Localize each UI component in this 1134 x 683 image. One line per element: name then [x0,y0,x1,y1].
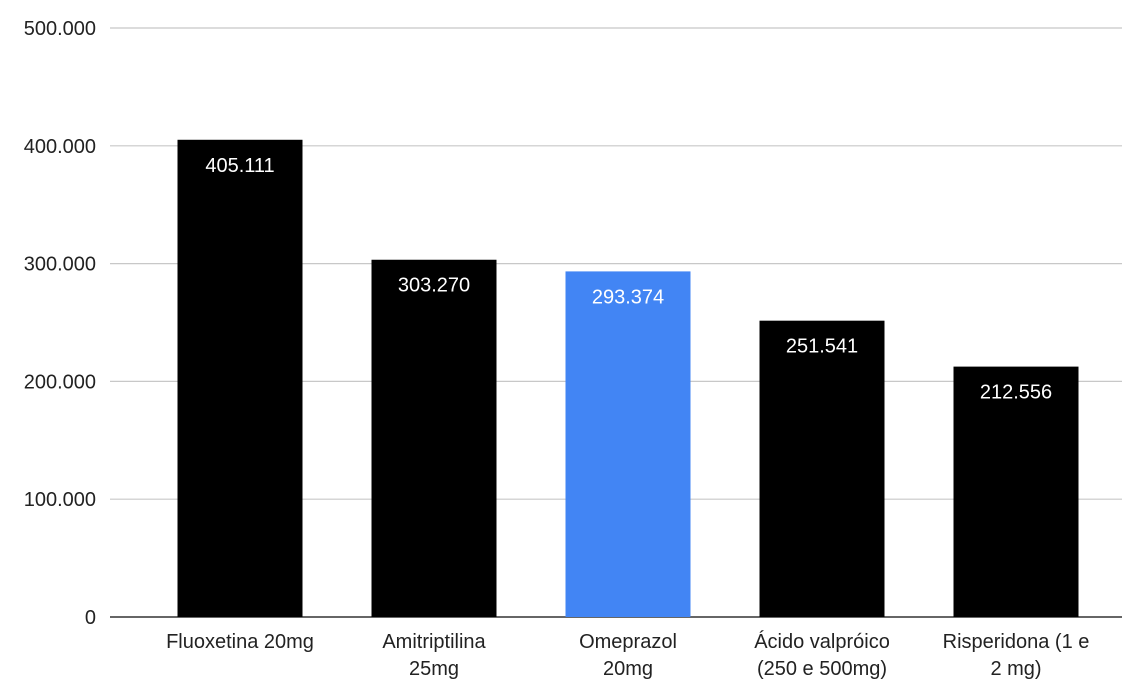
x-tick-label: Fluoxetina 20mg [166,631,314,653]
bar [566,271,691,617]
x-tick-label: Omeprazol 20mg [579,631,677,680]
y-tick-label: 500.000 [24,18,96,40]
data-label: 405.111 [205,155,274,177]
y-tick-label: 200.000 [24,371,96,393]
bar [178,140,303,617]
y-tick-label: 400.000 [24,136,96,158]
y-tick-label: 100.000 [24,489,96,511]
x-tick-label-line: Ácido valpróico [754,630,890,653]
x-tick-label-line: (250 e 500mg) [757,658,887,680]
x-tick-label-line: Omeprazol [579,631,677,653]
y-tick-label: 0 [85,607,96,629]
y-tick-label: 300.000 [24,254,96,276]
x-tick-label: Amitriptilina 25mg [382,631,486,680]
x-tick-label: Risperidona (1 e 2 mg) [943,631,1090,680]
x-tick-label-line: Amitriptilina [382,631,486,653]
bar [954,367,1079,617]
x-tick-label-line: Fluoxetina 20mg [166,631,314,653]
data-label: 212.556 [980,382,1052,404]
x-tick-label-line: 25mg [409,658,459,680]
x-tick-label: Ácido valpróico (250 e 500mg) [754,630,890,680]
data-label: 303.270 [398,275,470,297]
bars [178,140,1079,617]
x-axis-category-labels: Fluoxetina 20mg Amitriptilina 25mg Omeprazo… [166,630,1089,680]
bar [372,260,497,617]
bar [760,321,885,617]
data-label: 293.374 [592,286,664,308]
y-axis-tick-labels: 0 100.000 200.000 300.000 400.000 500.000 [24,18,96,629]
x-tick-label-line: 20mg [603,658,653,680]
x-tick-label-line: Risperidona (1 e [943,631,1090,653]
data-label: 251.541 [786,336,858,358]
x-tick-label-line: 2 mg) [990,658,1041,680]
